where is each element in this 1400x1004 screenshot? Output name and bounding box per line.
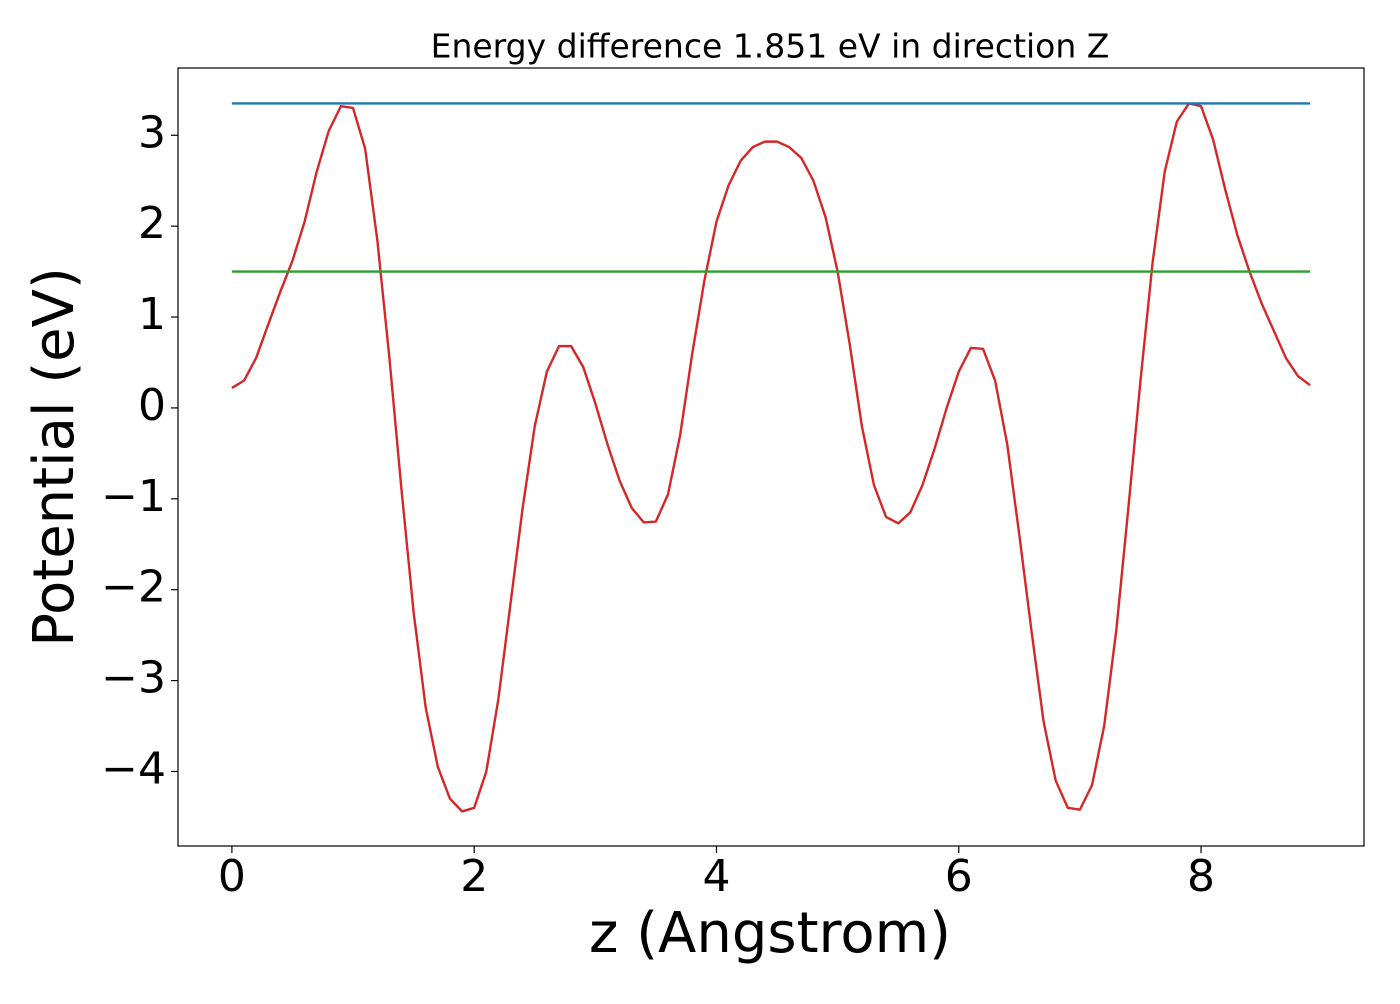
plot-frame xyxy=(177,67,1365,847)
chart-title: Energy difference 1.851 eV in direction … xyxy=(431,27,1110,66)
x-tick-label: 8 xyxy=(1187,851,1215,902)
x-tick-label: 4 xyxy=(702,851,730,902)
y-tick-label: 2 xyxy=(138,198,166,249)
y-tick-label: 3 xyxy=(138,107,166,158)
y-tick-label: 0 xyxy=(138,380,166,431)
y-tick-label: −2 xyxy=(101,562,166,613)
y-tick-label: −4 xyxy=(101,743,166,794)
x-tick-label: 2 xyxy=(460,851,488,902)
y-tick-label: 1 xyxy=(138,289,166,340)
x-axis-label: z (Angstrom) xyxy=(589,901,951,966)
y-axis-label: Potential (eV) xyxy=(22,267,87,647)
y-tick-label: −3 xyxy=(101,653,166,704)
line-series xyxy=(231,102,1311,813)
x-tick-label: 0 xyxy=(218,851,246,902)
y-tick-label: −1 xyxy=(101,471,166,522)
x-tick-label: 6 xyxy=(945,851,973,902)
